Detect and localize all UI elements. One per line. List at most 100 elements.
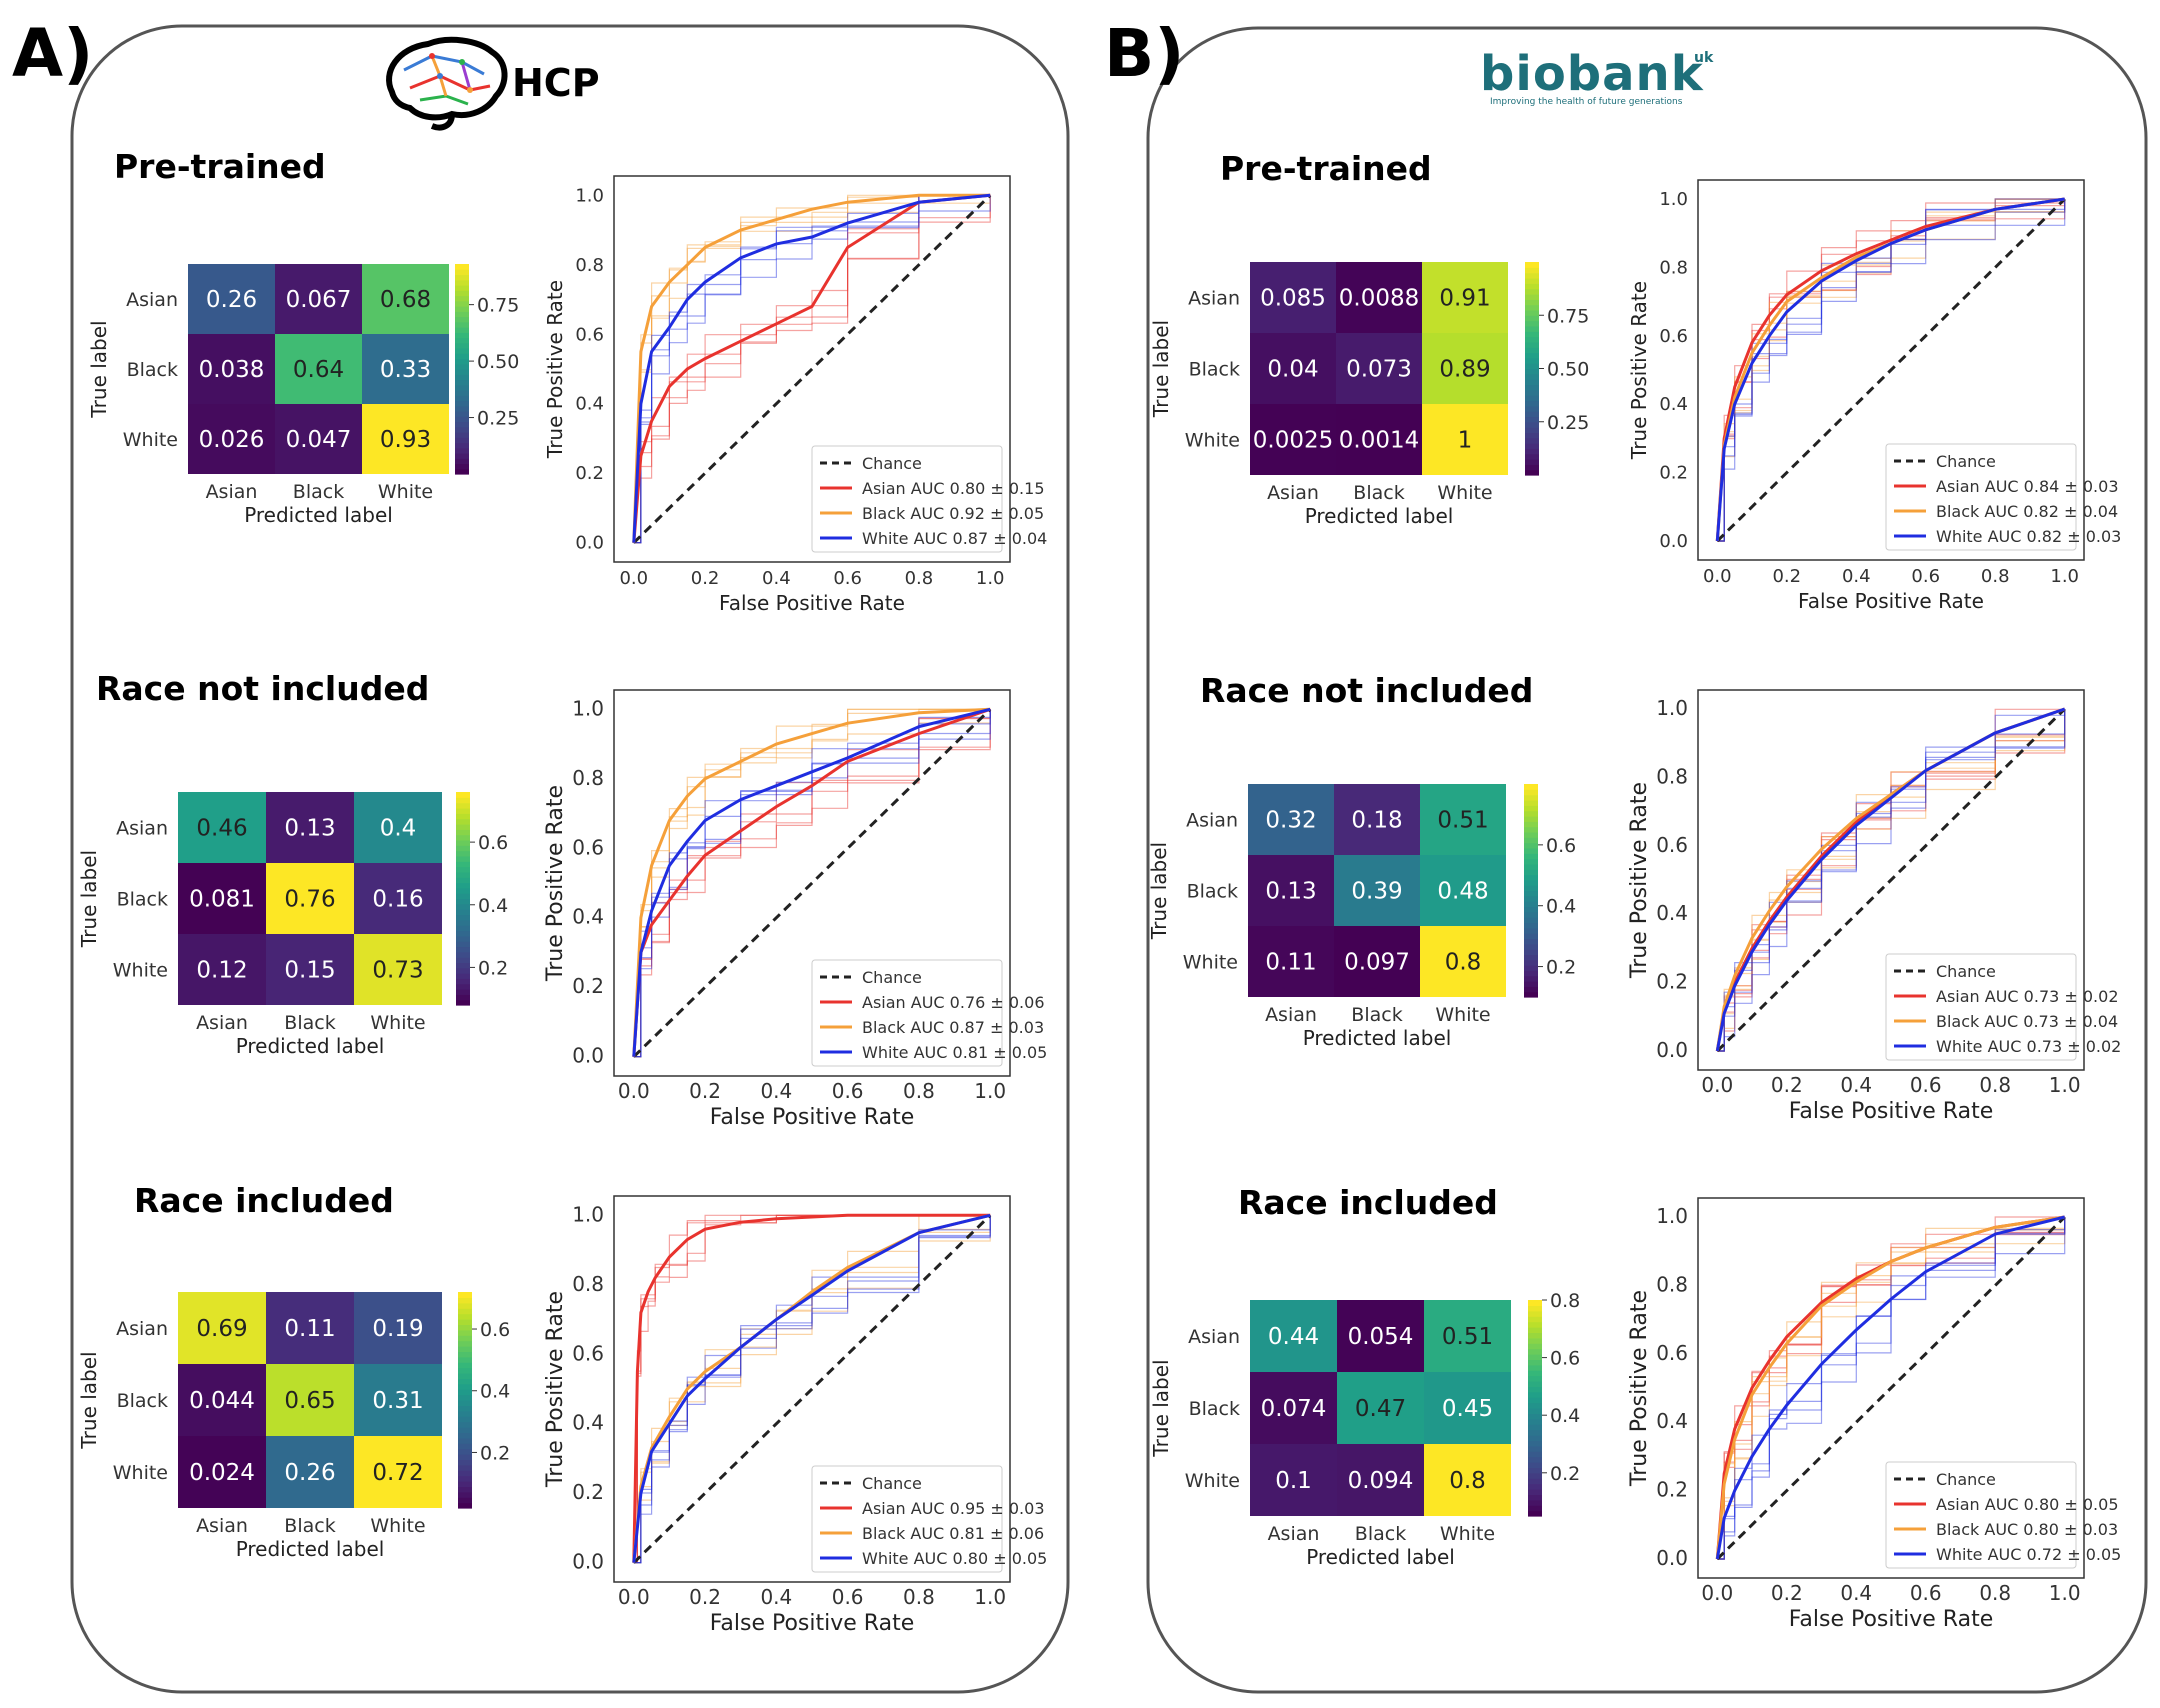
colorbar-segment	[1528, 1435, 1542, 1441]
cm-row-tick-label: White	[1185, 430, 1240, 452]
cm-col-tick-label: Black	[284, 1012, 335, 1034]
cm-ylabel: True label	[1149, 320, 1173, 418]
row-title-b-race-included: Race included	[1238, 1183, 1498, 1222]
colorbar-segment	[456, 855, 470, 862]
cm-cell	[1337, 1444, 1424, 1516]
colorbar-segment	[455, 437, 469, 444]
cm-value-label: 0.31	[372, 1388, 423, 1414]
colorbar-segment	[456, 919, 470, 926]
roc-ylabel: True Positive Rate	[1627, 281, 1651, 460]
roc-x-tick-label: 0.0	[618, 1585, 650, 1609]
colorbar-segment	[456, 983, 470, 990]
roc-x-tick-label: 0.4	[760, 1585, 792, 1609]
colorbar-segment	[1528, 1310, 1542, 1317]
colorbar-segment	[1525, 357, 1539, 364]
colorbar-segment	[458, 1454, 472, 1460]
colorbar-segment	[455, 332, 469, 339]
roc-y-tick-label: 1.0	[575, 185, 604, 206]
colorbar-segment	[456, 957, 470, 963]
colorbar-segment	[1524, 810, 1538, 817]
cm-value-label: 0.0088	[1339, 286, 1419, 312]
roc-fold-line-black	[633, 1214, 991, 1564]
colorbar-segment	[458, 1421, 472, 1428]
colorbar-segment	[458, 1351, 472, 1358]
colorbar-segment	[455, 353, 469, 360]
cm-cell	[1420, 784, 1506, 855]
colorbar-segment	[1525, 283, 1539, 290]
colorbar-segment	[456, 909, 470, 916]
colorbar-segment	[1528, 1402, 1542, 1409]
cm-cell	[178, 934, 266, 1005]
colorbar-segment	[1525, 352, 1539, 359]
colorbar-segment	[1524, 837, 1538, 844]
roc-y-tick-label: 0.8	[1659, 257, 1688, 278]
cm-cell	[1248, 926, 1334, 997]
panel-a-frame	[70, 24, 1070, 1694]
cm-cell	[1420, 855, 1506, 926]
colorbar-segment	[455, 453, 469, 459]
roc-axes-frame	[1697, 1197, 2085, 1579]
roc-x-tick-label: 0.4	[760, 1079, 792, 1103]
colorbar-segment	[458, 1389, 472, 1396]
biobank-wordmark: biobank	[1480, 46, 1704, 102]
roc-legend-label: Black AUC 0.82 ± 0.04	[1936, 502, 2118, 521]
roc-legend-label: White AUC 0.72 ± 0.05	[1936, 1545, 2121, 1564]
colorbar-segment	[1525, 363, 1539, 370]
roc-xlabel: False Positive Rate	[710, 1105, 914, 1130]
colorbar-segment	[455, 447, 469, 454]
colorbar-segment	[1528, 1483, 1542, 1490]
cm-cell	[1248, 855, 1334, 926]
cm-value-label: 0.054	[1348, 1324, 1414, 1350]
roc-y-tick-label: 0.2	[572, 974, 604, 998]
colorbar-segment	[1524, 981, 1538, 987]
colorbar-tick-label: 0.6	[1546, 835, 1576, 857]
colorbar-segment	[456, 951, 470, 958]
roc-fold-line-asian	[1717, 1217, 2066, 1560]
cm-col-tick-label: White	[378, 481, 433, 503]
cm-cell	[178, 1436, 266, 1508]
roc-y-tick-label: 0.0	[1656, 1546, 1688, 1570]
cm-value-label: 0.026	[199, 427, 265, 453]
roc-legend-label: Black AUC 0.80 ± 0.03	[1936, 1520, 2118, 1539]
colorbar-segment	[455, 358, 469, 365]
roc-fold-line-white	[633, 709, 991, 1058]
row-title-b-race-not-included: Race not included	[1200, 671, 1533, 710]
cm-value-label: 0.19	[372, 1316, 423, 1342]
hcp-label: HCP	[512, 61, 600, 105]
row-title-a-pretrained: Pre-trained	[114, 147, 326, 186]
roc-x-tick-label: 1.0	[974, 1585, 1006, 1609]
cm-value-label: 0.04	[1267, 357, 1318, 383]
colorbar-tick-label: 0.50	[1547, 359, 1589, 381]
cm-value-label: 0.094	[1348, 1468, 1414, 1494]
colorbar-segment	[1528, 1510, 1542, 1517]
roc-x-tick-label: 0.6	[832, 1585, 864, 1609]
roc-legend-label: Black AUC 0.87 ± 0.03	[862, 1018, 1044, 1037]
roc-x-tick-label: 0.0	[1701, 1073, 1733, 1097]
colorbar-segment	[1525, 453, 1539, 460]
cm-cell	[354, 1364, 442, 1436]
colorbar-tick-label: 0.50	[477, 351, 519, 373]
colorbar-segment	[458, 1464, 472, 1471]
colorbar-segment	[456, 877, 470, 884]
roc-x-tick-label: 0.6	[1910, 1073, 1942, 1097]
roc-y-tick-label: 0.4	[572, 1411, 604, 1435]
roc-x-tick-label: 0.2	[1771, 1581, 1803, 1605]
colorbar-segment	[458, 1356, 472, 1363]
cm-cell	[1250, 1444, 1337, 1516]
colorbar-segment	[456, 797, 470, 804]
cm-cell	[1250, 1372, 1337, 1444]
cm-value-label: 0.72	[372, 1460, 423, 1486]
cm-cell	[1250, 1300, 1337, 1372]
roc-y-tick-label: 0.4	[575, 394, 604, 415]
roc-mean-line-black	[632, 193, 991, 543]
colorbar-segment	[455, 290, 469, 297]
colorbar-segment	[1528, 1445, 1542, 1452]
colorbar-segment	[1528, 1478, 1542, 1485]
roc-fold-line-asian	[633, 194, 991, 544]
colorbar-segment	[1528, 1370, 1542, 1377]
colorbar-segment	[1528, 1337, 1542, 1344]
colorbar-segment	[1528, 1418, 1542, 1425]
colorbar-segment	[455, 348, 469, 354]
cm-row-tick-label: White	[113, 960, 168, 982]
roc-fold-line-black	[633, 709, 991, 1058]
